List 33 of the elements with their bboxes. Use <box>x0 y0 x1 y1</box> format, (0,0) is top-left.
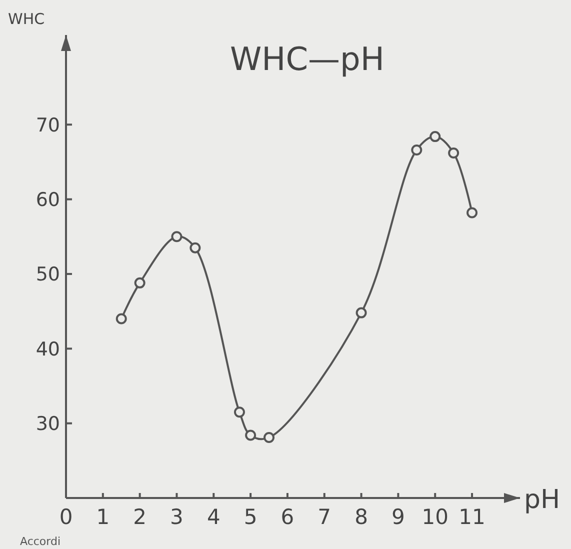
x-tick-label: 8 <box>354 505 368 529</box>
x-tick-label: 7 <box>318 505 332 529</box>
x-tick-label: 1 <box>96 505 110 529</box>
point <box>245 430 256 441</box>
point <box>190 242 201 254</box>
x-tick-label: 5 <box>244 505 258 529</box>
point <box>234 406 245 418</box>
point <box>171 231 182 242</box>
x-tick-label: 9 <box>392 505 405 529</box>
point <box>411 144 422 156</box>
x-tick-label: 3 <box>170 505 184 529</box>
point <box>134 277 146 288</box>
x-tick-label: 11 <box>458 505 486 529</box>
y-axis-title: WHC <box>8 10 45 28</box>
x-tick-label: 0 <box>59 505 73 529</box>
y-tick-label: 40 <box>36 338 60 360</box>
chart-title: WHC—pH <box>230 40 384 78</box>
y-tick-label: 50 <box>36 264 60 286</box>
y-tick-label: 30 <box>36 412 60 435</box>
point <box>116 313 127 324</box>
point <box>466 207 478 218</box>
x-tick-label: 2 <box>133 505 147 529</box>
x-tick-label: 10 <box>422 505 448 529</box>
text: Accordi <box>20 535 61 548</box>
x-tick-label: 6 <box>280 505 294 529</box>
point <box>264 432 275 444</box>
point <box>430 131 441 142</box>
point <box>448 147 460 158</box>
y-tick-label: 60 <box>36 188 60 211</box>
x-tick-label: 4 <box>206 505 220 529</box>
y-tick-label: 70 <box>36 114 60 136</box>
x-axis-title: pH <box>524 485 560 515</box>
point <box>356 307 367 318</box>
